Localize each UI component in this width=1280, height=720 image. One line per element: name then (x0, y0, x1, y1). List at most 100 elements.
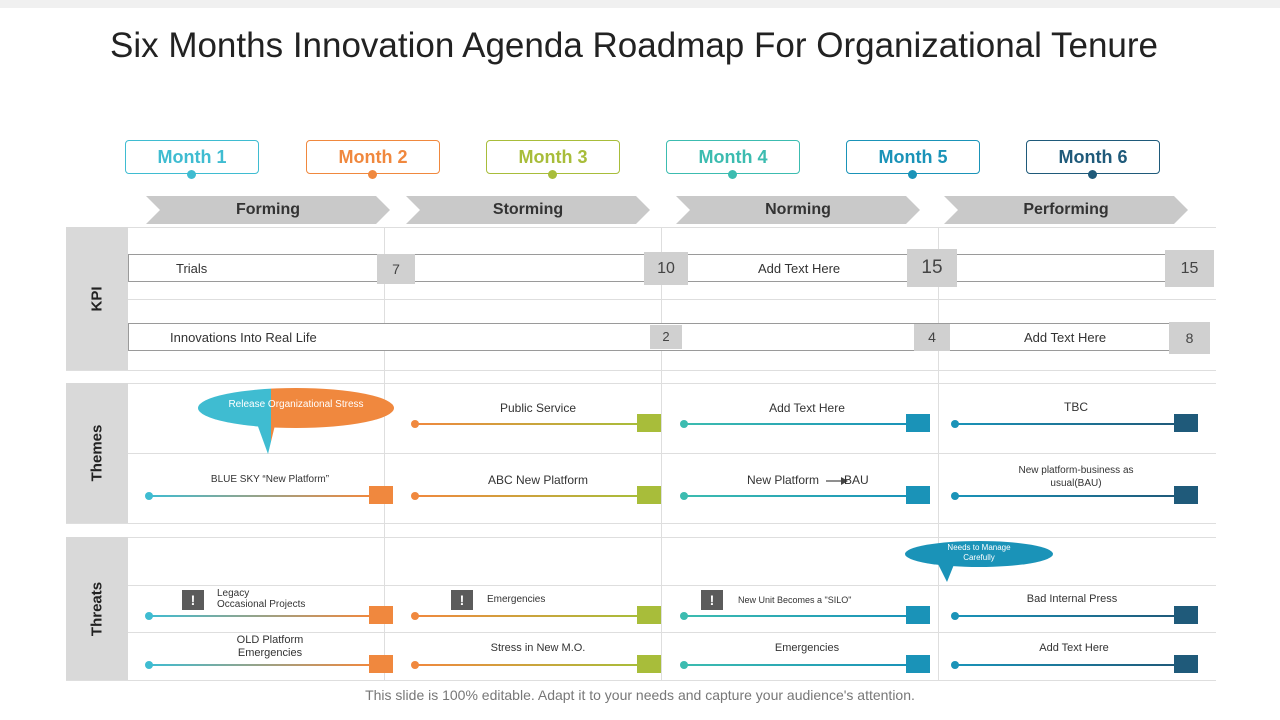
threat-track (149, 664, 370, 666)
arrow-right-icon (826, 477, 848, 485)
threat-emergencies: Emergencies (487, 594, 546, 605)
threat-old-platform: OLD Platform Emergencies (236, 634, 304, 659)
month-2-box: Month 2 (306, 140, 440, 174)
kpi-row1-add-text: Add Text Here (758, 261, 841, 276)
phase-storming: Storming (406, 196, 650, 224)
kpi-row2-add-text: Add Text Here (1024, 330, 1107, 345)
threat-track (414, 615, 638, 617)
theme-track (684, 495, 906, 497)
kpi-section-label: KPI (66, 227, 128, 370)
grid-line (66, 523, 1216, 524)
threat-add-text: Add Text Here (1039, 642, 1109, 654)
threat-occasional-projects: Occasional Projects (217, 599, 306, 610)
threat-end-marker (369, 655, 393, 673)
grid-column-line (938, 227, 939, 680)
theme-end-marker (637, 414, 661, 432)
theme-track (414, 495, 638, 497)
threat-track (414, 664, 638, 666)
threat-start-dot (145, 612, 153, 620)
grid-line (128, 299, 1216, 300)
theme-track (684, 423, 906, 425)
kpi-innovations-value-1: 2 (650, 325, 682, 349)
threat-end-marker (1174, 606, 1198, 624)
threat-end-marker (906, 606, 930, 624)
threat-stress-new-mo: Stress in New M.O. (490, 642, 586, 654)
theme-add-text: Add Text Here (769, 401, 845, 415)
theme-end-marker (1174, 414, 1198, 432)
page-title: Six Months Innovation Agenda Roadmap For… (109, 26, 1159, 65)
threat-start-dot (680, 661, 688, 669)
grid-line (128, 453, 1216, 454)
theme-bau: BAU (844, 473, 869, 487)
theme-track (956, 495, 1174, 497)
month-1-dot (187, 170, 196, 179)
warning-icon: ! (182, 590, 204, 610)
threat-end-marker (637, 655, 661, 673)
theme-end-marker (1174, 486, 1198, 504)
month-6-box: Month 6 (1026, 140, 1160, 174)
grid-line (66, 383, 1216, 384)
threat-start-dot (680, 612, 688, 620)
grid-line (128, 585, 1216, 586)
theme-abc-new-platform: ABC New Platform (487, 473, 589, 487)
threat-track (149, 615, 370, 617)
theme-end-marker (906, 414, 930, 432)
theme-track (956, 423, 1174, 425)
month-3-dot (548, 170, 557, 179)
kpi-innovations-label: Innovations Into Real Life (170, 330, 317, 345)
theme-blue-sky: BLUE SKY “New Platform” (210, 474, 330, 485)
themes-section-label: Themes (66, 383, 128, 523)
phase-norming: Norming (676, 196, 920, 224)
threat-end-marker (637, 606, 661, 624)
threat-bad-internal-press: Bad Internal Press (1026, 593, 1118, 605)
themes-callout-text: Release Organizational Stress (228, 399, 364, 410)
theme-start-dot (951, 420, 959, 428)
threat-legacy: Legacy (217, 588, 250, 599)
month-5-dot (908, 170, 917, 179)
threats-callout-text: Needs to Manage Carefully (947, 543, 1011, 562)
threat-silo: New Unit Becomes a "SILO" (738, 595, 852, 605)
theme-new-platform: New Platform (747, 473, 820, 487)
kpi-trials-value-1: 7 (377, 254, 415, 284)
threat-emergencies-2: Emergencies (774, 642, 840, 654)
month-5-box: Month 5 (846, 140, 980, 174)
theme-start-dot (411, 420, 419, 428)
grid-line (128, 632, 1216, 633)
warning-icon: ! (451, 590, 473, 610)
threat-end-marker (906, 655, 930, 673)
warning-icon: ! (701, 590, 723, 610)
threat-start-dot (411, 661, 419, 669)
grid-line (66, 227, 1216, 228)
phase-forming: Forming (146, 196, 390, 224)
threat-end-marker (369, 606, 393, 624)
theme-end-marker (906, 486, 930, 504)
themes-speech-callout (198, 388, 394, 454)
theme-new-platform-business: New platform-business as usual(BAU) (1018, 465, 1134, 489)
theme-end-marker (369, 486, 393, 504)
grid-line (66, 370, 1216, 371)
grid-column-line (661, 227, 662, 680)
footer-caption: This slide is 100% editable. Adapt it to… (365, 687, 915, 703)
threats-section-label: Threats (66, 537, 128, 680)
threat-end-marker (1174, 655, 1198, 673)
threat-start-dot (951, 612, 959, 620)
theme-start-dot (680, 420, 688, 428)
threat-start-dot (145, 661, 153, 669)
threat-track (684, 615, 906, 617)
theme-start-dot (951, 492, 959, 500)
month-2-dot (368, 170, 377, 179)
kpi-trials-label: Trials (176, 261, 208, 276)
theme-start-dot (411, 492, 419, 500)
threat-start-dot (411, 612, 419, 620)
kpi-trials-value-2: 10 (644, 252, 688, 285)
theme-start-dot (680, 492, 688, 500)
grid-line (66, 537, 1216, 538)
kpi-innovations-value-2: 4 (914, 324, 950, 351)
theme-start-dot (145, 492, 153, 500)
kpi-trials-value-3: 15 (907, 249, 957, 287)
threat-track (684, 664, 906, 666)
threat-track (956, 615, 1174, 617)
top-bar (0, 0, 1280, 8)
theme-track (149, 495, 370, 497)
threat-start-dot (951, 661, 959, 669)
